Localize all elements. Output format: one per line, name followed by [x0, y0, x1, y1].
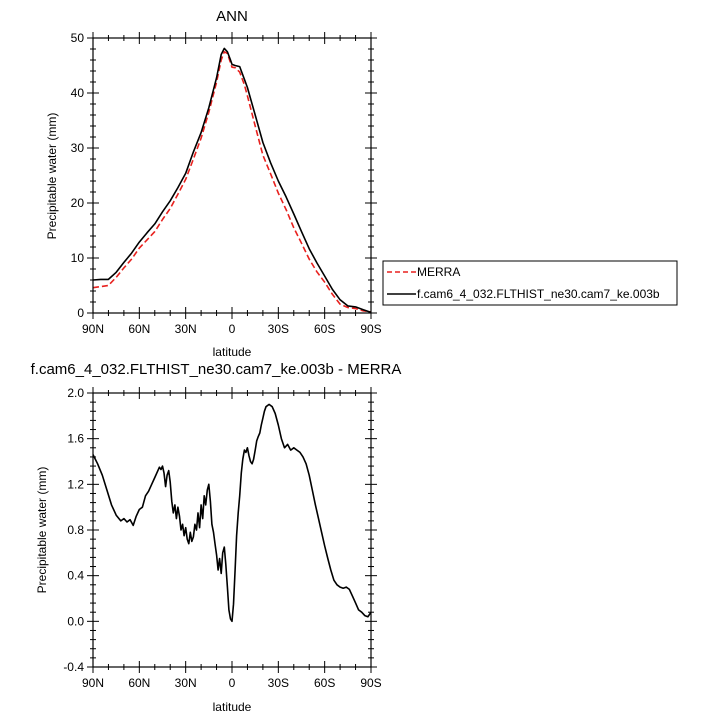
bottom-chart-title: f.cam6_4_032.FLTHIST_ne30.cam7_ke.003b -…	[31, 361, 402, 378]
top-x-tick-label: 30N	[175, 322, 197, 336]
bottom-y-tick-label: -0.4	[63, 660, 84, 674]
bottom-x-tick-label: 60N	[128, 676, 150, 690]
top-x-tick-label: 90S	[360, 322, 381, 336]
bottom-y-tick-label: 0.4	[67, 569, 84, 583]
top-plot-frame	[92, 37, 372, 314]
top-y-tick-label: 10	[71, 251, 85, 265]
top-x-axis-label: latitude	[213, 345, 252, 359]
bottom-y-tick-label: 0.8	[67, 523, 84, 537]
bottom-x-tick-label: 90N	[82, 676, 104, 690]
top-y-tick-label: 0	[77, 306, 84, 320]
bottom-series-line-difference	[92, 403, 372, 623]
legend-box	[382, 260, 678, 306]
bottom-plot-frame	[92, 392, 372, 668]
legend: MERRA f.cam6_4_032.FLTHIST_ne30.cam7_ke.…	[382, 260, 678, 306]
bottom-x-tick-label: 60S	[314, 676, 335, 690]
top-y-tick-label: 30	[71, 141, 85, 155]
panel-difference: f.cam6_4_032.FLTHIST_ne30.cam7_ke.003b -…	[31, 361, 402, 714]
panel-annual-mean: ANN Precipitable water (mm) latitude 90N…	[45, 8, 382, 359]
top-y-tick-label: 50	[71, 31, 85, 45]
top-series-line-merra	[92, 50, 372, 313]
top-x-tick-label: 60S	[314, 322, 335, 336]
bottom-x-tick-label: 30N	[175, 676, 197, 690]
top-series-lines	[92, 47, 372, 314]
bottom-x-tick-label: 30S	[268, 676, 289, 690]
top-chart-title: ANN	[216, 8, 248, 25]
top-x-tick-label: 90N	[82, 322, 104, 336]
bottom-x-axis-label: latitude	[213, 700, 252, 714]
top-axis-ticks: 90N 60N 30N 0 30S 60S 90S 0 10 20 30 40 50	[71, 31, 382, 336]
bottom-y-tick-label: 0.0	[67, 614, 84, 628]
bottom-y-axis-label: Precipitable water (mm)	[35, 467, 49, 594]
bottom-axis-ticks: 90N 60N 30N 0 30S 60S 90S -0.4 0.0 0.4 0.8 1.2 1.6 2.…	[63, 386, 381, 690]
bottom-y-tick-label: 1.2	[67, 477, 84, 491]
top-x-tick-label: 30S	[268, 322, 289, 336]
top-y-axis-label: Precipitable water (mm)	[45, 113, 59, 240]
bottom-x-tick-label: 0	[229, 676, 236, 690]
legend-label-model: f.cam6_4_032.FLTHIST_ne30.cam7_ke.003b	[417, 287, 660, 301]
top-y-tick-label: 20	[71, 196, 85, 210]
legend-label-merra: MERRA	[417, 265, 460, 279]
bottom-y-tick-label: 1.6	[67, 432, 84, 446]
bottom-x-tick-label: 90S	[360, 676, 381, 690]
top-x-tick-label: 0	[229, 322, 236, 336]
bottom-series-lines	[92, 403, 372, 623]
bottom-y-tick-label: 2.0	[67, 386, 84, 400]
top-y-tick-label: 40	[71, 86, 85, 100]
top-series-line-model	[92, 47, 372, 314]
top-x-tick-label: 60N	[128, 322, 150, 336]
